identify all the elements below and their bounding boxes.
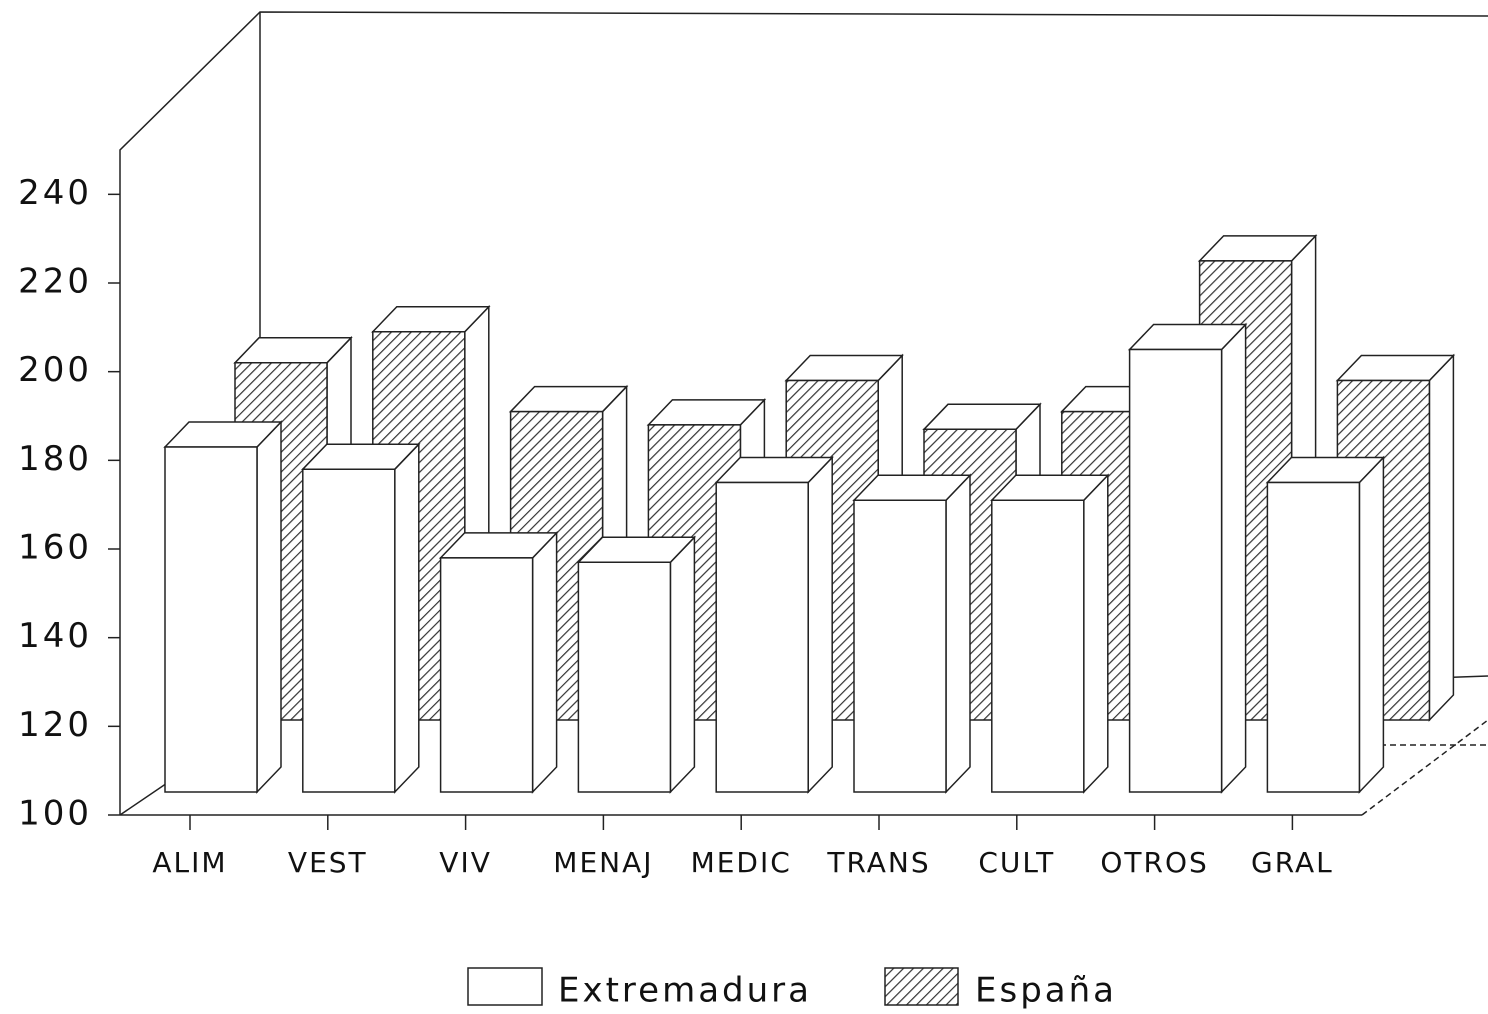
bar-face <box>394 442 420 794</box>
bar-face <box>991 499 1085 793</box>
legend: Extremadura España <box>467 967 1117 1011</box>
y-tick-label: 220 <box>18 262 92 302</box>
bar-face <box>1128 348 1223 793</box>
bar-face <box>1358 455 1385 794</box>
bar <box>1265 455 1386 794</box>
y-tick-label: 140 <box>18 616 92 656</box>
bar-face <box>1428 353 1455 722</box>
bar-face <box>256 420 282 794</box>
bar <box>438 531 559 794</box>
bar-face <box>577 561 672 793</box>
bar-face <box>439 557 534 793</box>
legend-swatch <box>467 967 543 1006</box>
bar-face <box>669 535 696 794</box>
bar <box>852 473 972 794</box>
bar-face <box>302 468 396 793</box>
x-tick-label: TRANS <box>826 846 930 879</box>
x-tick-label: VIV <box>439 846 492 879</box>
y-tick-label: 180 <box>18 439 92 479</box>
bar <box>714 455 834 794</box>
legend-label: España <box>975 971 1117 1011</box>
legend-label: Extremadura <box>558 971 812 1011</box>
x-tick-label: CULT <box>978 846 1055 879</box>
bar-face <box>531 531 558 794</box>
bar-face <box>1220 322 1247 794</box>
bar-face <box>1083 473 1109 794</box>
bar-face <box>164 446 258 793</box>
bar-face <box>1266 481 1361 793</box>
y-tick-label: 240 <box>18 173 92 213</box>
x-tick-label: MEDIC <box>691 846 792 879</box>
x-tick-label: GRAL <box>1251 846 1334 879</box>
x-tick-label: OTROS <box>1100 846 1208 879</box>
y-tick-label: 160 <box>18 528 92 568</box>
x-tick-label: MENAJ <box>553 846 653 879</box>
bar <box>301 442 421 794</box>
x-tick-label: ALIM <box>152 846 227 879</box>
bar-face <box>807 455 833 794</box>
bar-face <box>853 499 947 793</box>
bar <box>576 535 697 794</box>
bar-face <box>945 473 971 794</box>
y-tick-label: 200 <box>18 350 92 390</box>
bar <box>163 420 283 794</box>
bar <box>1127 322 1248 794</box>
bar <box>990 473 1110 794</box>
x-tick-label: VEST <box>288 846 368 879</box>
y-tick-label: 120 <box>18 705 92 745</box>
y-tick-label: 100 <box>18 794 92 834</box>
legend-swatch <box>884 967 959 1006</box>
bar-face <box>715 481 809 793</box>
